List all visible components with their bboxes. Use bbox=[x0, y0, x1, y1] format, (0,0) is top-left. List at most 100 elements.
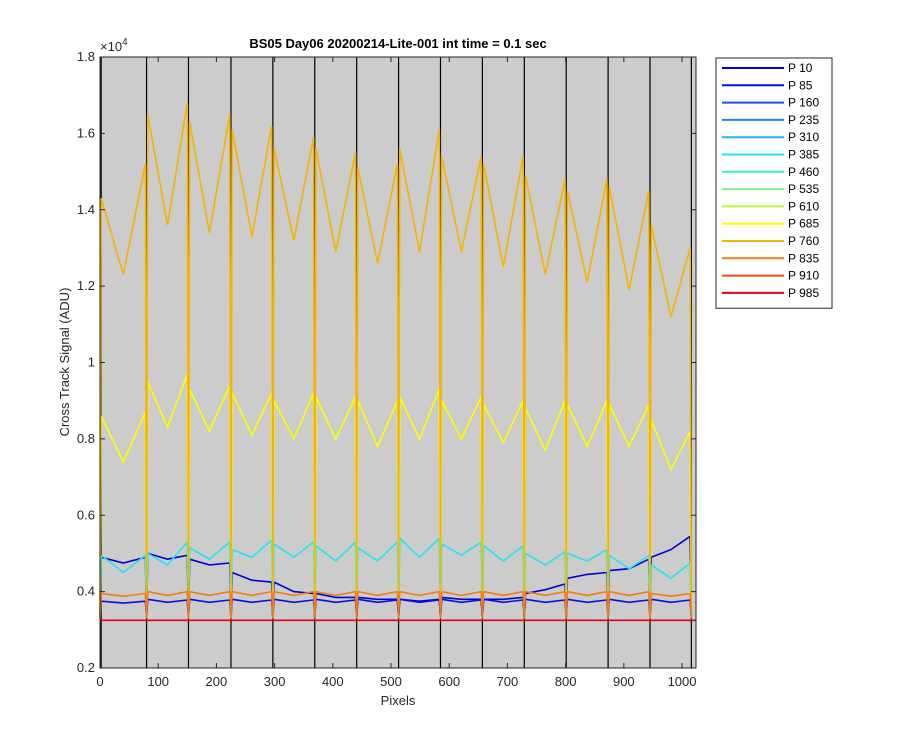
series-line bbox=[357, 598, 398, 604]
series-line bbox=[357, 590, 398, 597]
series-line bbox=[231, 125, 273, 237]
series-line bbox=[147, 541, 188, 566]
legend-label: P 610 bbox=[788, 199, 819, 213]
series-line bbox=[101, 600, 146, 604]
series-line bbox=[230, 591, 233, 619]
series-line bbox=[145, 114, 149, 619]
series-line bbox=[650, 419, 691, 472]
series-line bbox=[146, 373, 189, 430]
series-line bbox=[524, 175, 566, 275]
y-tick-label: 1 bbox=[88, 355, 95, 370]
series-line bbox=[100, 411, 147, 464]
series-line bbox=[357, 163, 399, 264]
series-line bbox=[483, 590, 524, 597]
series-line bbox=[441, 596, 482, 601]
x-tick-label: 700 bbox=[497, 674, 519, 689]
series-line bbox=[101, 556, 146, 564]
series-line bbox=[483, 545, 524, 563]
series-line bbox=[313, 148, 317, 619]
series-line bbox=[608, 404, 650, 449]
series-line bbox=[397, 148, 401, 619]
x-tick-label: 100 bbox=[147, 674, 169, 689]
series-line bbox=[100, 554, 146, 574]
legend-label: P 835 bbox=[788, 251, 819, 265]
series-line bbox=[272, 591, 275, 619]
x-tick-label: 0 bbox=[96, 674, 103, 689]
y-tick-label: 1.4 bbox=[77, 202, 95, 217]
legend-label: P 535 bbox=[788, 182, 819, 196]
series-line bbox=[566, 400, 608, 449]
series-line bbox=[273, 590, 314, 597]
series-line bbox=[398, 388, 441, 441]
legend-label: P 685 bbox=[788, 217, 819, 231]
series-line bbox=[567, 598, 607, 604]
series-line bbox=[189, 590, 230, 597]
series-line bbox=[357, 541, 398, 563]
x-tick-label: 800 bbox=[555, 674, 577, 689]
series-line bbox=[440, 156, 482, 252]
x-tick-label: 900 bbox=[613, 674, 635, 689]
legend-label: P 760 bbox=[788, 234, 819, 248]
legend: P 10 P 85 P 160 P 235 P 310 P 385 P 460 P 535 P … bbox=[715, 57, 833, 309]
series-line bbox=[189, 598, 230, 604]
series-line bbox=[651, 592, 691, 598]
series-line bbox=[100, 163, 147, 275]
series-line bbox=[399, 537, 440, 559]
series-line bbox=[101, 592, 146, 598]
series-line bbox=[231, 539, 273, 559]
series-line bbox=[231, 392, 273, 437]
series-line bbox=[399, 598, 440, 604]
series-line bbox=[355, 167, 359, 619]
series-line bbox=[315, 590, 356, 597]
series-line bbox=[525, 598, 566, 604]
series-line bbox=[609, 590, 650, 597]
series-line bbox=[315, 148, 357, 252]
y-tick-label: 1.2 bbox=[77, 278, 95, 293]
series-line bbox=[482, 156, 524, 268]
y-tick-label: 0.8 bbox=[77, 431, 95, 446]
series-line bbox=[439, 591, 443, 619]
series-line bbox=[145, 591, 149, 619]
series-line bbox=[231, 598, 272, 604]
y-axis-exponent: ×104 bbox=[100, 37, 128, 54]
series-line bbox=[441, 590, 482, 597]
series-line bbox=[440, 396, 482, 441]
x-tick-label: 300 bbox=[264, 674, 286, 689]
series-line bbox=[567, 590, 608, 597]
series-line bbox=[483, 596, 524, 601]
series-line bbox=[439, 156, 443, 619]
series-line bbox=[315, 598, 356, 604]
series-line bbox=[689, 593, 693, 619]
y-tick-label: 0.2 bbox=[77, 660, 95, 675]
x-tick-label: 500 bbox=[380, 674, 402, 689]
series-line bbox=[524, 400, 566, 453]
series-line bbox=[187, 121, 191, 619]
legend-label: P 460 bbox=[788, 165, 819, 179]
series-line bbox=[315, 396, 357, 441]
y-tick-label: 0.4 bbox=[77, 584, 95, 599]
series-line bbox=[650, 224, 691, 317]
chart-title: BS05 Day06 20200214-Lite-001 int time = … bbox=[249, 36, 546, 51]
legend-label: P 85 bbox=[788, 78, 813, 92]
series-line bbox=[482, 400, 524, 445]
legend-label: P 910 bbox=[788, 269, 819, 283]
series-line bbox=[608, 186, 650, 291]
series-line bbox=[231, 590, 272, 597]
series-line bbox=[523, 175, 527, 619]
series-line bbox=[567, 548, 608, 562]
series-line bbox=[607, 186, 611, 619]
series-line bbox=[357, 596, 398, 601]
series-line bbox=[189, 541, 231, 561]
legend-label: P 385 bbox=[788, 148, 819, 162]
series-line bbox=[313, 591, 317, 619]
series-line bbox=[315, 592, 356, 599]
series-line bbox=[187, 591, 191, 619]
series-line bbox=[231, 571, 272, 583]
series-line bbox=[649, 225, 652, 619]
series-line bbox=[147, 598, 188, 604]
series-line bbox=[399, 590, 440, 597]
series-line bbox=[567, 571, 607, 580]
series-line bbox=[357, 400, 399, 449]
series-line bbox=[609, 598, 649, 604]
